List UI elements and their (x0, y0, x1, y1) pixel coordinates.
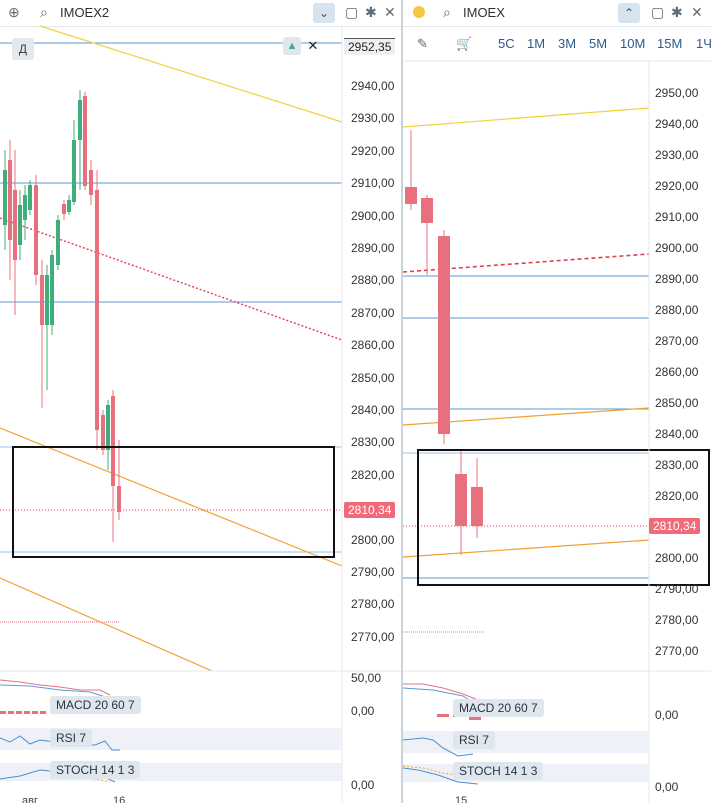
maximize-icon[interactable]: ▢ (345, 4, 359, 20)
chart-pane-imoex2[interactable]: ⊕ ⌕ IMOEX2 ⌄ ▢ ✱ ✕ (0, 0, 401, 803)
right-axis-label: 2850,00 (655, 396, 699, 410)
x-tick: 15 (455, 795, 468, 803)
close-alert-icon[interactable]: ✕ (307, 38, 319, 53)
right-axis-label: 2870,00 (655, 334, 699, 348)
timeframe-toolbar: ✎ 🛒 5С 1М 3М 5М 10М 15М 1Ч (403, 27, 711, 61)
stoch-axis-zero: 0,00 (351, 778, 375, 792)
left-axis-label: 2840,00 (351, 403, 395, 417)
current-price-tag: 2810,34 (344, 502, 396, 518)
right-axis-label: 2910,00 (655, 210, 699, 224)
macd-axis-zero: 0,00 (351, 704, 375, 718)
x-tick-month: авг (22, 795, 38, 803)
tf-5m[interactable]: 5М (589, 36, 608, 51)
gear-icon[interactable]: ✱ (671, 4, 683, 20)
left-axis-label: 2820,00 (351, 467, 395, 482)
right-axis-label: 2840,00 (655, 427, 699, 441)
tf-5s[interactable]: 5С (498, 36, 515, 51)
right-axis-label: 2900,00 (655, 241, 699, 255)
left-axis-label: 2770,00 (351, 629, 395, 644)
right-axis-label: 2800,00 (655, 551, 699, 565)
pane-header: ⌕ IMOEX ⌃ ▢ ✱ ✕ (403, 0, 711, 27)
right-axis-label: 2820,00 (655, 489, 699, 503)
right-axis-label: 2770,00 (655, 644, 699, 658)
x-tick: 16 (113, 795, 126, 803)
right-axis-label: 2940,00 (655, 117, 699, 131)
last-price-tag: 2952,35 (344, 38, 396, 55)
ticker-title[interactable]: IMOEX (463, 5, 505, 20)
right-axis-label: 2950,00 (655, 86, 699, 100)
left-axis-label: 2790,00 (351, 565, 395, 579)
macd-axis-top: 50,00 (351, 671, 382, 685)
stoch-label[interactable]: STOCH 14 1 3 (50, 761, 141, 779)
right-axis-label: 2880,00 (655, 303, 699, 317)
search-icon[interactable]: ⌕ (443, 4, 451, 20)
period-badge[interactable]: Д (12, 38, 34, 60)
left-axis-label: 2830,00 (351, 435, 395, 450)
macd-label[interactable]: MACD 20 60 7 (50, 696, 141, 714)
pane-divider[interactable] (401, 0, 403, 803)
add-icon[interactable]: ⊕ (8, 4, 20, 20)
candles (405, 130, 483, 555)
left-axis-label: 2860,00 (351, 338, 395, 353)
current-price-tag: 2810,34 (649, 518, 701, 534)
selection-box (12, 446, 335, 558)
left-axis-label: 2780,00 (351, 597, 395, 612)
gear-icon[interactable]: ✱ (365, 4, 377, 20)
close-icon[interactable]: ✕ (384, 4, 396, 20)
right-axis-label: 2920,00 (655, 179, 699, 193)
left-axis-label: 2900,00 (351, 208, 395, 223)
left-axis-label: 2910,00 (351, 176, 395, 191)
tf-10m[interactable]: 10М (620, 36, 646, 51)
price-chart[interactable] (0, 0, 401, 803)
right-axis-label: 2830,00 (655, 458, 699, 472)
left-axis-label: 2850,00 (351, 370, 395, 385)
macd-axis-zero: 0,00 (655, 708, 679, 722)
chevron-up-icon[interactable]: ⌃ (618, 3, 640, 23)
right-axis-label: 2780,00 (655, 613, 699, 627)
tf-1h[interactable]: 1Ч (696, 36, 711, 51)
stoch-axis-zero: 0,00 (655, 780, 679, 794)
status-dot-icon (413, 6, 425, 18)
right-axis-label: 2930,00 (655, 148, 699, 162)
tf-15m[interactable]: 15М (657, 36, 683, 51)
chevron-down-icon[interactable]: ⌄ (313, 3, 335, 23)
candles (3, 90, 121, 542)
left-axis-label: 2870,00 (351, 305, 395, 320)
left-axis-label: 2930,00 (351, 111, 395, 126)
rsi-label[interactable]: RSI 7 (453, 731, 496, 749)
pencil-icon[interactable]: ✎ (417, 36, 428, 51)
right-axis-label: 2890,00 (655, 272, 699, 286)
rsi-label[interactable]: RSI 7 (50, 729, 93, 747)
alert-up-icon[interactable]: ▲ (283, 37, 301, 55)
left-axis-label: 2800,00 (351, 532, 395, 547)
right-axis-label: 2790,00 (655, 582, 699, 596)
search-icon[interactable]: ⌕ (40, 4, 48, 20)
tf-1m[interactable]: 1М (527, 36, 546, 51)
cart-icon[interactable]: 🛒 (456, 36, 473, 51)
left-axis-label: 2940,00 (351, 79, 395, 93)
selection-box (417, 449, 710, 586)
right-axis-label: 2860,00 (655, 365, 699, 379)
stoch-label[interactable]: STOCH 14 1 3 (453, 762, 544, 780)
tf-3m[interactable]: 3М (558, 36, 577, 51)
macd-label[interactable]: MACD 20 60 7 (453, 699, 544, 717)
pane-header: ⊕ ⌕ IMOEX2 ⌄ ▢ ✱ ✕ (0, 0, 401, 27)
ticker-title[interactable]: IMOEX2 (60, 5, 110, 20)
left-axis-label: 2920,00 (351, 143, 395, 158)
chart-pane-imoex[interactable]: ⌕ IMOEX ⌃ ▢ ✱ ✕ ✎ 🛒 5С 1М 3М 5М 10М 15М … (403, 0, 711, 803)
close-icon[interactable]: ✕ (691, 4, 703, 20)
left-axis-label: 2890,00 (351, 241, 395, 255)
maximize-icon[interactable]: ▢ (651, 4, 665, 20)
left-axis-label: 2880,00 (351, 273, 395, 288)
